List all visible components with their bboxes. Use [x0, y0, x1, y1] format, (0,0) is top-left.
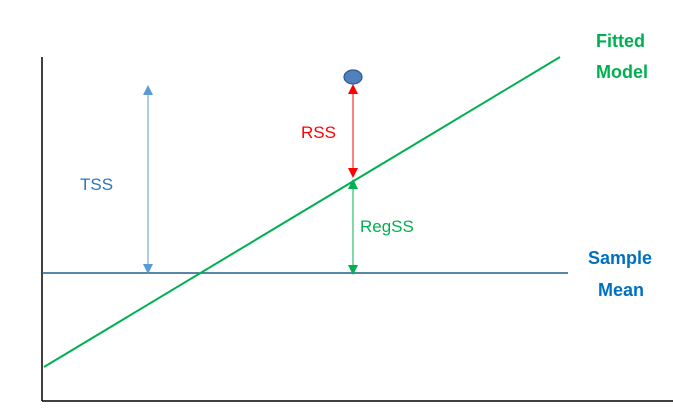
sample-mean-label-line2: Mean [598, 280, 644, 300]
rss-label: RSS [301, 123, 336, 142]
observed-data-point [343, 69, 363, 85]
regss-label: RegSS [360, 217, 414, 236]
sample-mean-label-line1: Sample [588, 248, 652, 268]
fitted-model-line [43, 56, 561, 368]
tss-label: TSS [80, 175, 113, 194]
fitted-model-label-line1: Fitted [596, 31, 645, 51]
fitted-model-label-line2: Model [596, 62, 648, 82]
